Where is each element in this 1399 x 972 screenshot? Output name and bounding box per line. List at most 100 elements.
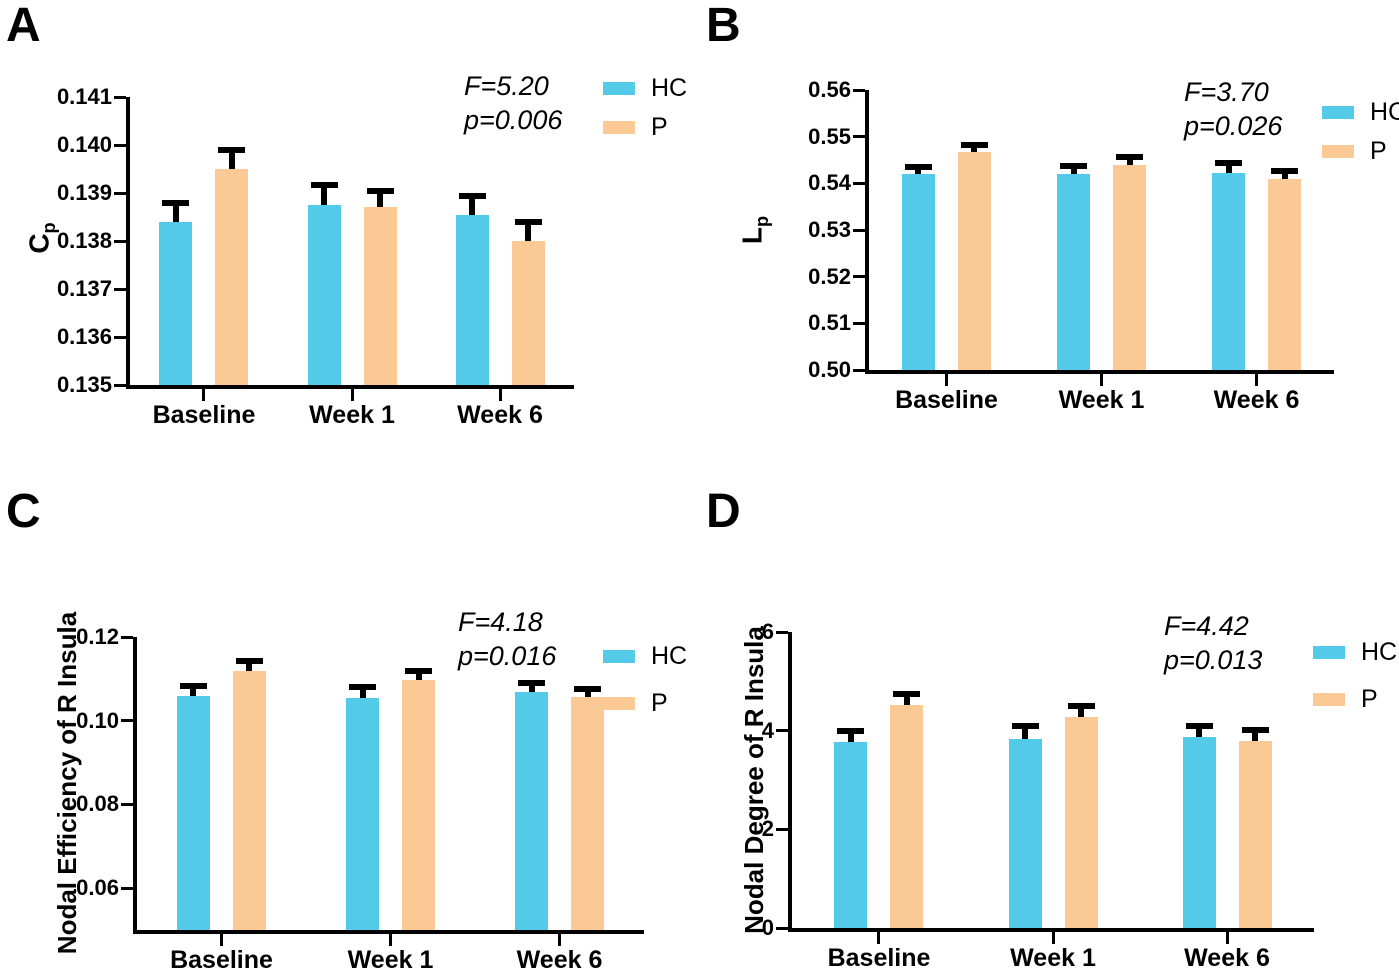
x-axis-tick xyxy=(498,389,502,401)
error-bar xyxy=(405,668,432,680)
y-axis-tick-label: 0.135 xyxy=(56,372,112,397)
f-statistic: F=5.20 xyxy=(464,71,549,101)
error-bar xyxy=(1116,154,1143,165)
error-bar xyxy=(1011,722,1039,739)
legend-label-hc: HC xyxy=(1370,98,1399,126)
x-axis-tick xyxy=(558,934,561,946)
bar-hc-week-1 xyxy=(307,205,341,385)
bar-hc-week-6 xyxy=(1212,172,1245,370)
legend: HC P xyxy=(603,76,687,154)
y-axis-tick xyxy=(853,135,865,139)
y-axis-tick-label: 0.08 xyxy=(76,791,119,817)
x-axis-tick xyxy=(389,934,392,946)
bar-hc-baseline xyxy=(159,221,193,385)
error-bar-stem xyxy=(172,200,179,222)
p-value: p=0.016 xyxy=(458,640,557,671)
panel-c: C Nodal Efficiency of R Insula F=4.18 p=… xyxy=(0,486,699,972)
anova-stats: F=3.70 p=0.026 xyxy=(1184,76,1282,144)
error-bar-stem xyxy=(246,657,253,671)
category-label: Baseline xyxy=(895,386,998,414)
legend-label-hc: HC xyxy=(651,74,688,102)
y-axis-tick xyxy=(853,181,865,185)
plot-area: 0.135 0.136 0.137 0.138 0.139 0.140 0.141 Basel… xyxy=(57,86,574,428)
error-bar xyxy=(1215,160,1242,173)
legend-item-hc: HC xyxy=(1322,100,1399,125)
error-bar xyxy=(1185,722,1213,737)
y-axis-tick-label: 0.136 xyxy=(56,324,112,349)
error-bar xyxy=(960,142,988,152)
error-bar-cap xyxy=(1060,162,1087,169)
bar-p-baseline xyxy=(957,151,991,370)
p-color-swatch xyxy=(1322,145,1354,158)
error-bar xyxy=(514,219,542,241)
y-axis-tick xyxy=(853,88,865,92)
y-axis-title: Lp xyxy=(737,216,773,244)
error-bar-cap xyxy=(366,188,394,195)
p-value: p=0.026 xyxy=(1184,110,1283,141)
y-axis-title: Cp xyxy=(24,222,60,253)
bar-p-baseline xyxy=(890,705,924,928)
error-bar xyxy=(235,657,263,671)
bar-hc-week-1 xyxy=(1057,173,1090,370)
legend-item-hc: HC xyxy=(603,76,687,101)
hc-color-swatch xyxy=(603,82,635,95)
bar-hc-week-6 xyxy=(455,214,489,385)
legend-item-p: P xyxy=(1322,139,1399,164)
error-bar xyxy=(904,164,932,174)
y-axis-tick xyxy=(121,635,133,639)
legend-item-hc: HC xyxy=(603,644,687,669)
anova-stats: F=4.42 p=0.013 xyxy=(1164,610,1262,678)
y-axis-tick xyxy=(114,239,126,243)
y-axis-tick xyxy=(776,827,788,831)
legend: HC P xyxy=(1313,640,1397,734)
bar-p-week-6 xyxy=(1268,178,1301,370)
legend-item-p: P xyxy=(603,115,687,140)
y-axis-title-text: Nodal Degree of R Insula xyxy=(738,626,769,934)
error-bar-stem xyxy=(1225,160,1232,173)
error-bar-cap xyxy=(514,219,542,226)
y-axis-tick-label: 0.51 xyxy=(808,310,851,336)
category-label: Week 6 xyxy=(1184,944,1270,972)
bar-hc-week-6 xyxy=(1182,736,1216,928)
y-axis-tick-label: 0.140 xyxy=(56,132,112,157)
bar-p-week-6 xyxy=(511,241,545,385)
plot-area: 0 2 4 6 Baseline Week 1 Week 6 xyxy=(762,621,1314,971)
y-axis-tick-label: 0.54 xyxy=(808,170,851,196)
error-bar-cap xyxy=(904,164,932,171)
legend-item-hc: HC xyxy=(1313,640,1397,665)
error-bar-cap xyxy=(1241,727,1269,734)
y-axis-tick xyxy=(776,926,788,930)
bar-hc-week-1 xyxy=(346,698,379,930)
x-axis-tick xyxy=(350,389,354,401)
error-bar xyxy=(1060,162,1087,174)
error-bar-cap xyxy=(960,142,988,149)
y-axis-tick-label: 0.139 xyxy=(56,180,112,205)
x-axis-tick xyxy=(944,374,948,386)
bar-hc-week-6 xyxy=(515,692,548,930)
error-bar-stem xyxy=(847,727,854,742)
bar-p-week-1 xyxy=(1113,164,1146,370)
legend-item-p: P xyxy=(1313,687,1397,712)
f-statistic: F=4.18 xyxy=(458,607,543,637)
plot-area: 0.06 0.08 0.10 0.12 Baseline Week 1 Week 6 xyxy=(76,626,644,972)
hc-color-swatch xyxy=(1322,106,1354,119)
p-color-swatch xyxy=(1313,693,1345,706)
legend-label-p: P xyxy=(1370,137,1387,165)
x-axis-tick xyxy=(1225,932,1229,944)
error-bar-stem xyxy=(1252,727,1258,741)
x-axis-tick xyxy=(1255,374,1258,386)
legend-label-hc: HC xyxy=(651,642,688,670)
panel-d: D Nodal Degree of R Insula F=4.42 p=0.01… xyxy=(700,486,1399,972)
y-axis-tick-label: 0.50 xyxy=(808,357,851,382)
error-bar-cap xyxy=(179,683,207,690)
error-bar-stem xyxy=(1022,722,1028,739)
x-axis-tick xyxy=(219,934,223,946)
category-label: Baseline xyxy=(152,401,256,429)
error-bar xyxy=(310,182,338,205)
error-bar xyxy=(349,684,376,699)
category-label: Week 6 xyxy=(457,401,543,429)
error-bar xyxy=(574,686,601,698)
panel-letter: C xyxy=(6,485,41,538)
y-axis-tick xyxy=(114,191,126,195)
p-color-swatch xyxy=(603,697,635,710)
